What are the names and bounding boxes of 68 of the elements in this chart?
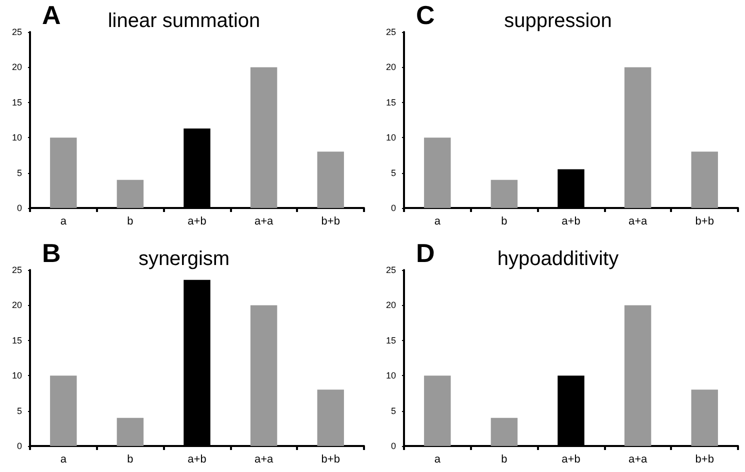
x-tick-label: a+a bbox=[254, 216, 274, 228]
x-tick-label: a bbox=[434, 216, 442, 228]
bar bbox=[250, 305, 278, 446]
y-tick-label: 5 bbox=[16, 406, 22, 416]
y-tick-label: 5 bbox=[390, 168, 396, 178]
x-tick-label: b+b bbox=[695, 454, 714, 466]
bar bbox=[116, 180, 144, 208]
text: C bbox=[416, 0, 435, 30]
bar bbox=[424, 376, 451, 446]
bar bbox=[50, 138, 77, 208]
y-tick-label: 25 bbox=[386, 265, 396, 275]
x-tick-label: a+a bbox=[628, 216, 648, 228]
x-tick-label: a bbox=[434, 454, 442, 466]
chart-title: linear summation bbox=[108, 10, 260, 32]
bar bbox=[624, 305, 652, 446]
x-tick-label: a+b bbox=[188, 454, 206, 466]
bar bbox=[424, 138, 451, 208]
y-tick-label: 5 bbox=[16, 168, 22, 178]
x-tick-label: a bbox=[60, 454, 68, 466]
y-tick-label: 0 bbox=[16, 203, 22, 213]
x-tick-label: b+b bbox=[321, 454, 340, 466]
x-tick-label: b bbox=[501, 216, 508, 228]
y-tick-label: 0 bbox=[16, 441, 22, 451]
y-tick-label: 15 bbox=[386, 335, 396, 346]
bar bbox=[250, 67, 278, 208]
y-tick-label: 20 bbox=[12, 62, 22, 72]
x-tick-label: a+b bbox=[562, 216, 580, 228]
bar bbox=[317, 152, 344, 208]
y-tick-label: 25 bbox=[12, 27, 22, 37]
x-tick-label: a+b bbox=[188, 216, 206, 228]
bar bbox=[317, 390, 344, 446]
bar bbox=[490, 418, 518, 446]
text: A bbox=[42, 0, 61, 30]
y-tick-label: 20 bbox=[386, 300, 396, 310]
y-tick-label: 10 bbox=[386, 370, 396, 381]
y-tick-label: 5 bbox=[390, 406, 396, 416]
x-tick-label: a+b bbox=[562, 454, 580, 466]
y-tick-label: 20 bbox=[386, 62, 396, 72]
bar bbox=[691, 390, 718, 446]
bar bbox=[490, 180, 518, 208]
y-tick-label: 20 bbox=[12, 300, 22, 310]
x-tick-label: a+a bbox=[628, 454, 648, 466]
x-tick-label: b bbox=[127, 216, 134, 228]
bar bbox=[116, 418, 144, 446]
y-tick-label: 15 bbox=[386, 97, 396, 108]
x-tick-label: b+b bbox=[695, 216, 714, 228]
chart-title: suppression bbox=[504, 10, 612, 32]
x-tick-label: b bbox=[127, 454, 134, 466]
bar bbox=[691, 152, 718, 208]
y-tick-label: 25 bbox=[12, 265, 22, 275]
x-tick-label: a bbox=[60, 216, 68, 228]
x-tick-label: a+a bbox=[254, 454, 274, 466]
y-tick-label: 15 bbox=[12, 97, 22, 108]
bar bbox=[624, 67, 652, 208]
y-tick-label: 15 bbox=[12, 335, 22, 346]
text: D bbox=[416, 238, 435, 268]
chart-title: synergism bbox=[138, 248, 230, 270]
text: B bbox=[42, 238, 61, 268]
y-tick-label: 0 bbox=[390, 441, 396, 451]
y-tick-label: 10 bbox=[386, 132, 396, 143]
y-tick-label: 10 bbox=[12, 132, 22, 143]
chart-title: hypoadditivity bbox=[497, 248, 619, 270]
y-tick-label: 10 bbox=[12, 370, 22, 381]
y-tick-label: 0 bbox=[390, 203, 396, 213]
x-tick-label: b bbox=[501, 454, 508, 466]
y-tick-label: 25 bbox=[386, 27, 396, 37]
bar bbox=[50, 376, 77, 446]
x-tick-label: b+b bbox=[321, 216, 340, 228]
